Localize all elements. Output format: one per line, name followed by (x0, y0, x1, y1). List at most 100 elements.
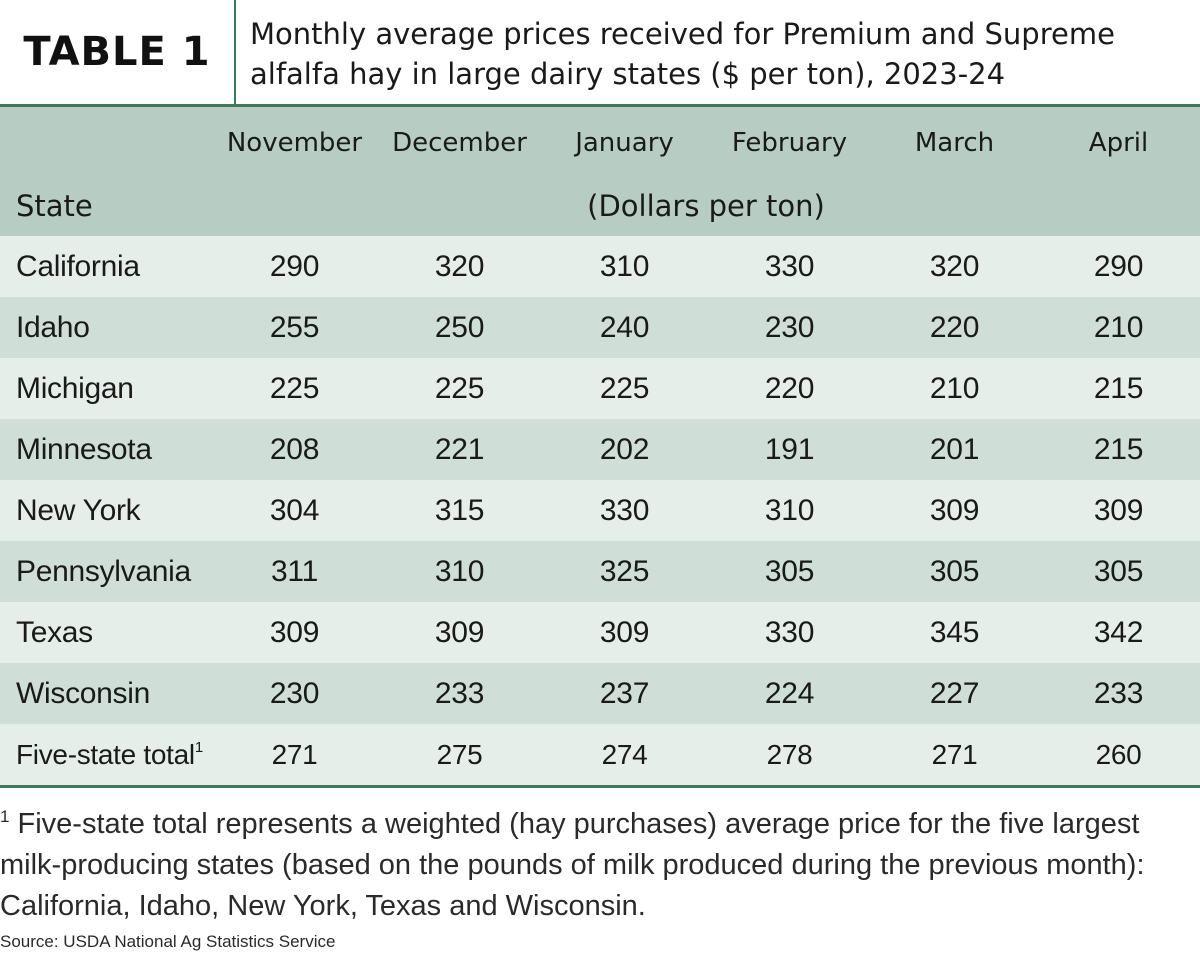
table-row: Pennsylvania 311 310 325 305 305 305 (0, 541, 1200, 602)
price-cell: 320 (377, 236, 542, 297)
price-cell: 345 (872, 602, 1037, 663)
table-row: California 290 320 310 330 320 290 (0, 236, 1200, 297)
column-header: March (872, 107, 1037, 176)
price-cell: 305 (872, 541, 1037, 602)
price-cell: 330 (707, 236, 872, 297)
state-name-cell: Idaho (0, 297, 212, 358)
state-name: Five-state total (16, 738, 195, 770)
price-cell: 225 (542, 358, 707, 419)
price-cell: 271 (872, 724, 1037, 785)
price-cell: 225 (212, 358, 377, 419)
state-name: Minnesota (16, 432, 152, 466)
footnote-mark: 1 (0, 807, 10, 826)
table-header: TABLE 1 Monthly average prices received … (0, 0, 1200, 104)
header-blank-cell (0, 107, 212, 176)
table-title: Monthly average prices received for Prem… (250, 17, 1115, 91)
price-cell: 309 (377, 602, 542, 663)
state-name: Idaho (16, 310, 90, 344)
header-divider (234, 0, 236, 104)
price-cell: 330 (707, 602, 872, 663)
table-row: Idaho 255 250 240 230 220 210 (0, 297, 1200, 358)
price-cell: 230 (707, 297, 872, 358)
price-cell: 225 (377, 358, 542, 419)
source-credit: Source: USDA National Ag Statistics Serv… (0, 932, 336, 951)
price-cell: 250 (377, 297, 542, 358)
price-cell: 221 (377, 419, 542, 480)
price-cell: 309 (872, 480, 1037, 541)
column-header: December (377, 107, 542, 176)
state-name-cell: Five-state total1 (0, 724, 212, 785)
total-row: Five-state total1 271 275 274 278 271 260 (0, 724, 1200, 785)
price-cell: 224 (707, 663, 872, 724)
units-label: (Dollars per ton) (212, 176, 1200, 236)
column-header: February (707, 107, 872, 176)
table-number-label: TABLE 1 (23, 29, 211, 75)
price-cell: 202 (542, 419, 707, 480)
price-table: November December January February March… (0, 107, 1200, 785)
price-cell: 255 (212, 297, 377, 358)
header-rule (0, 104, 1200, 107)
units-header-row: State (Dollars per ton) (0, 176, 1200, 236)
price-cell: 290 (1037, 236, 1200, 297)
price-cell: 208 (212, 419, 377, 480)
price-cell: 220 (707, 358, 872, 419)
price-cell: 215 (1037, 419, 1200, 480)
state-name: Michigan (16, 371, 134, 405)
state-name: Pennsylvania (16, 554, 191, 588)
state-name: New York (16, 493, 141, 527)
column-header: November (212, 107, 377, 176)
price-cell: 260 (1037, 724, 1200, 785)
state-column-header: State (0, 176, 212, 236)
price-cell: 330 (542, 480, 707, 541)
price-cell: 215 (1037, 358, 1200, 419)
table-bottom-rule (0, 785, 1200, 788)
column-header: January (542, 107, 707, 176)
price-cell: 227 (872, 663, 1037, 724)
price-cell: 315 (377, 480, 542, 541)
price-table-container: November December January February March… (0, 107, 1200, 788)
price-cell: 311 (212, 541, 377, 602)
footnote: 1 Five-state total represents a weighted… (0, 796, 1195, 927)
state-name-cell: Pennsylvania (0, 541, 212, 602)
footnote-text: Five-state total represents a weighted (… (0, 808, 1145, 922)
price-cell: 309 (1037, 480, 1200, 541)
price-cell: 230 (212, 663, 377, 724)
state-name-cell: California (0, 236, 212, 297)
price-cell: 201 (872, 419, 1037, 480)
price-cell: 309 (542, 602, 707, 663)
price-cell: 274 (542, 724, 707, 785)
price-cell: 191 (707, 419, 872, 480)
footnote-reference: 1 (194, 738, 203, 756)
state-name: California (16, 249, 140, 283)
price-cell: 271 (212, 724, 377, 785)
table-body: California 290 320 310 330 320 290 Idaho 255 250 2… (0, 236, 1200, 785)
price-cell: 305 (707, 541, 872, 602)
price-cell: 275 (377, 724, 542, 785)
price-cell: 233 (1037, 663, 1200, 724)
price-cell: 305 (1037, 541, 1200, 602)
state-name-cell: Michigan (0, 358, 212, 419)
price-cell: 304 (212, 480, 377, 541)
price-cell: 310 (707, 480, 872, 541)
price-cell: 310 (542, 236, 707, 297)
price-cell: 309 (212, 602, 377, 663)
price-cell: 278 (707, 724, 872, 785)
price-cell: 290 (212, 236, 377, 297)
table-row: Texas 309 309 309 330 345 342 (0, 602, 1200, 663)
state-name-cell: Texas (0, 602, 212, 663)
price-cell: 220 (872, 297, 1037, 358)
table-row: Wisconsin 230 233 237 224 227 233 (0, 663, 1200, 724)
table-row: Michigan 225 225 225 220 210 215 (0, 358, 1200, 419)
price-cell: 325 (542, 541, 707, 602)
price-cell: 237 (542, 663, 707, 724)
state-name-cell: New York (0, 480, 212, 541)
state-name: Wisconsin (16, 676, 150, 710)
price-cell: 240 (542, 297, 707, 358)
price-cell: 342 (1037, 602, 1200, 663)
column-header: April (1037, 107, 1200, 176)
price-cell: 320 (872, 236, 1037, 297)
state-name-cell: Wisconsin (0, 663, 212, 724)
price-cell: 310 (377, 541, 542, 602)
price-cell: 210 (1037, 297, 1200, 358)
state-name: Texas (16, 615, 93, 649)
